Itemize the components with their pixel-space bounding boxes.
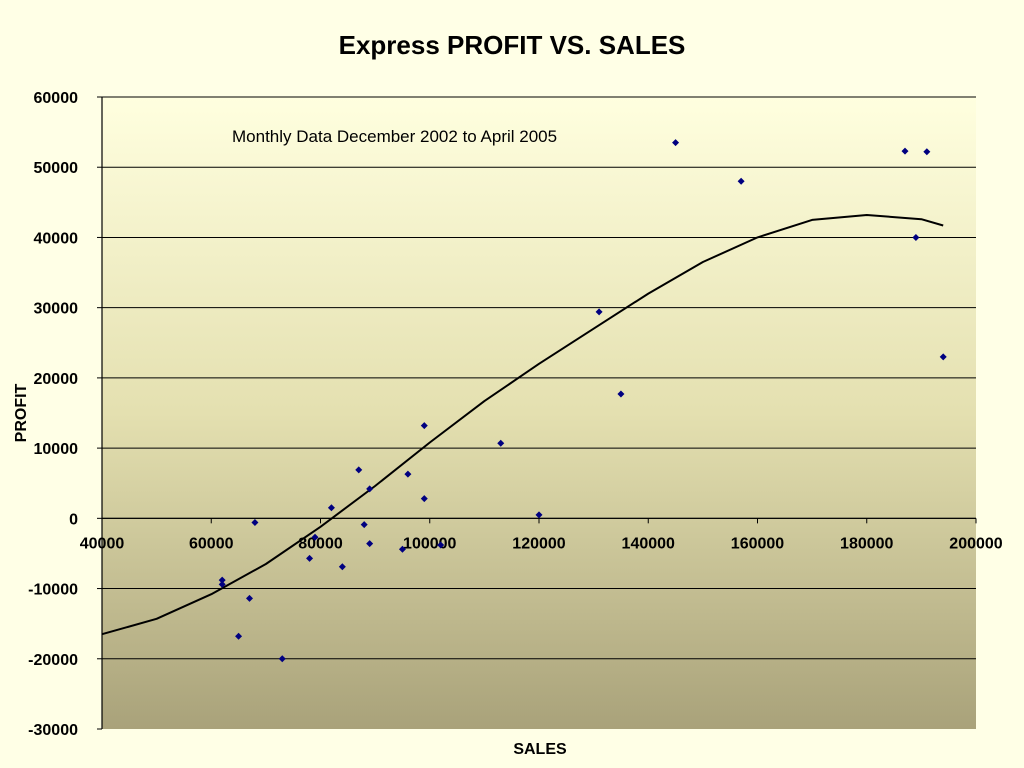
plot-area — [102, 97, 976, 729]
y-tick-label: 50000 — [34, 160, 79, 177]
y-tick-label: 40000 — [34, 230, 79, 247]
x-tick-labels: 40000 60000 80000 100000 120000 140000 160000 1… — [80, 535, 1003, 552]
x-tick-label: 60000 — [189, 535, 234, 552]
x-tick-label: 80000 — [298, 535, 343, 552]
y-tick-labels: -30000 -20000 -10000 0 10000 20000 30000 40000 5… — [28, 90, 78, 739]
x-axis-title: SALES — [513, 741, 567, 758]
x-tick-label: 140000 — [622, 535, 675, 552]
x-tick-label: 200000 — [949, 535, 1002, 552]
chart-annotation: Monthly Data December 2002 to April 2005 — [232, 127, 557, 146]
data-point — [672, 139, 680, 147]
data-point — [595, 308, 603, 316]
y-tick-label: 0 — [69, 511, 78, 528]
data-point — [218, 580, 226, 588]
chart-title: Express PROFIT VS. SALES — [339, 30, 686, 60]
y-tick-label: -20000 — [28, 652, 78, 669]
y-tick-label: 10000 — [34, 441, 79, 458]
x-tick-label: 120000 — [512, 535, 565, 552]
data-point — [251, 519, 259, 527]
data-point — [366, 540, 374, 548]
data-point — [398, 545, 406, 553]
y-axis-title: PROFIT — [13, 383, 30, 442]
data-point — [366, 485, 374, 493]
y-tick-label: 20000 — [34, 371, 79, 388]
x-tick-label: 40000 — [80, 535, 125, 552]
data-point — [306, 554, 314, 562]
data-point — [245, 594, 253, 602]
axes — [97, 96, 977, 730]
x-tick-label: 160000 — [731, 535, 784, 552]
data-point — [420, 422, 428, 430]
data-point — [939, 353, 947, 361]
data-points — [218, 139, 947, 663]
data-point — [311, 533, 319, 541]
data-point — [218, 576, 226, 584]
x-tick-label: 180000 — [840, 535, 893, 552]
data-point — [901, 147, 909, 155]
trendline-group — [101, 214, 944, 636]
data-point — [912, 233, 920, 241]
y-tick-label: -10000 — [28, 582, 78, 599]
data-point — [355, 466, 363, 474]
y-tick-label: 30000 — [34, 301, 79, 318]
data-point — [535, 511, 543, 519]
x-tick-label: 100000 — [403, 535, 456, 552]
data-point — [338, 563, 346, 571]
y-tick-label: -30000 — [28, 722, 78, 739]
y-tick-label: 60000 — [34, 90, 79, 107]
data-point — [437, 541, 445, 549]
data-point — [737, 177, 745, 185]
data-point — [617, 390, 625, 398]
data-point — [404, 470, 412, 478]
data-point — [327, 504, 335, 512]
data-point — [923, 148, 931, 156]
trendline — [101, 214, 944, 636]
data-point — [235, 632, 243, 640]
data-point — [420, 495, 428, 503]
data-point — [278, 655, 286, 663]
data-point — [360, 521, 368, 529]
data-point — [497, 439, 505, 447]
